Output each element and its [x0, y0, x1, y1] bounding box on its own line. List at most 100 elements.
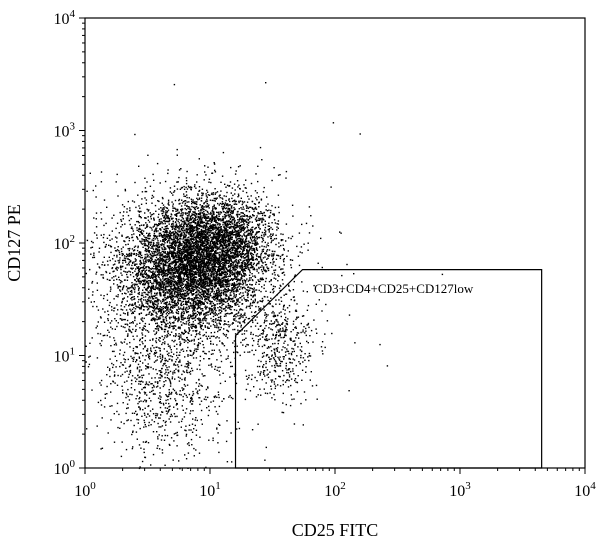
- event-dot: [203, 317, 205, 319]
- event-dot: [157, 216, 159, 218]
- event-dot: [168, 257, 171, 259]
- event-dot: [128, 237, 131, 239]
- event-dot: [162, 300, 164, 303]
- event-dot: [184, 243, 186, 245]
- event-dot: [163, 216, 165, 218]
- event-dot: [156, 238, 159, 240]
- event-dot: [120, 248, 123, 250]
- event-dot: [217, 319, 220, 321]
- event-dot: [174, 255, 176, 257]
- event-dot: [217, 202, 219, 205]
- event-dot: [200, 293, 203, 295]
- event-dot: [188, 241, 191, 243]
- event-dot: [203, 206, 205, 208]
- event-dot: [194, 319, 196, 321]
- event-dot: [169, 265, 171, 267]
- event-dot: [153, 225, 155, 227]
- event-dot: [190, 253, 192, 255]
- event-dot: [178, 297, 180, 299]
- event-dot: [207, 262, 209, 264]
- event-dot: [202, 278, 205, 281]
- event-dot: [147, 275, 150, 277]
- event-dot: [186, 275, 188, 277]
- event-dot: [138, 266, 140, 268]
- event-dot: [197, 193, 199, 195]
- event-dot: [196, 291, 198, 294]
- event-dot: [191, 317, 193, 320]
- event-dot: [177, 250, 179, 252]
- event-dot: [169, 275, 171, 278]
- event-dot: [233, 300, 235, 302]
- event-dot: [199, 234, 201, 236]
- event-dot: [122, 312, 125, 314]
- event-dot: [196, 174, 198, 176]
- event-dot: [220, 309, 222, 311]
- event-dot: [176, 219, 178, 221]
- event-dot: [261, 245, 263, 247]
- event-dot: [189, 244, 191, 246]
- event-dot: [226, 222, 228, 225]
- event-dot: [198, 249, 200, 252]
- event-dot: [187, 293, 189, 295]
- event-dot: [153, 260, 156, 263]
- event-dot: [183, 371, 185, 373]
- event-dot: [204, 319, 206, 321]
- event-dot: [177, 306, 180, 308]
- event-dot: [149, 232, 151, 235]
- event-dot: [162, 263, 165, 265]
- event-dot: [183, 296, 185, 298]
- event-dot: [147, 283, 150, 285]
- event-dot: [138, 255, 140, 257]
- event-dot: [213, 291, 215, 293]
- event-dot: [183, 272, 185, 274]
- event-dot: [220, 181, 222, 183]
- event-dot: [245, 243, 247, 246]
- event-dot: [162, 207, 164, 209]
- event-dot: [240, 245, 242, 248]
- event-dot: [180, 286, 183, 289]
- event-dot: [206, 206, 209, 208]
- event-dot: [267, 236, 269, 238]
- event-dot: [206, 261, 208, 263]
- event-dot: [153, 311, 155, 313]
- event-dot: [164, 226, 166, 228]
- event-dot: [145, 269, 148, 271]
- event-dot: [185, 271, 188, 274]
- event-dot: [157, 283, 159, 285]
- event-dot: [190, 292, 192, 294]
- event-dot: [143, 261, 145, 263]
- event-dot: [172, 298, 174, 300]
- event-dot: [198, 253, 200, 255]
- event-dot: [141, 270, 143, 272]
- event-dot: [164, 295, 166, 297]
- event-dot: [233, 285, 235, 288]
- event-dot: [159, 286, 162, 288]
- event-dot: [174, 319, 176, 321]
- event-dot: [245, 256, 247, 259]
- event-dot: [177, 271, 179, 274]
- event-dot: [161, 247, 163, 249]
- event-dot: [172, 217, 174, 219]
- event-dot: [217, 230, 220, 233]
- event-dot: [169, 276, 171, 279]
- event-dot: [196, 297, 198, 299]
- event-dot: [203, 202, 205, 204]
- event-dot: [156, 299, 158, 301]
- event-dot: [156, 313, 158, 315]
- event-dot: [102, 274, 104, 276]
- event-dot: [179, 307, 182, 309]
- event-dot: [213, 296, 216, 299]
- event-dot: [177, 312, 180, 315]
- event-dot: [163, 284, 165, 286]
- event-dot: [232, 209, 234, 212]
- event-dot: [180, 285, 182, 287]
- event-dot: [193, 340, 195, 342]
- event-dot: [260, 277, 262, 279]
- event-dot: [205, 264, 207, 266]
- event-dot: [321, 310, 323, 312]
- event-dot: [218, 310, 220, 312]
- event-dot: [216, 232, 219, 234]
- event-dot: [239, 279, 241, 281]
- event-dot: [150, 256, 152, 258]
- event-dot: [124, 223, 126, 225]
